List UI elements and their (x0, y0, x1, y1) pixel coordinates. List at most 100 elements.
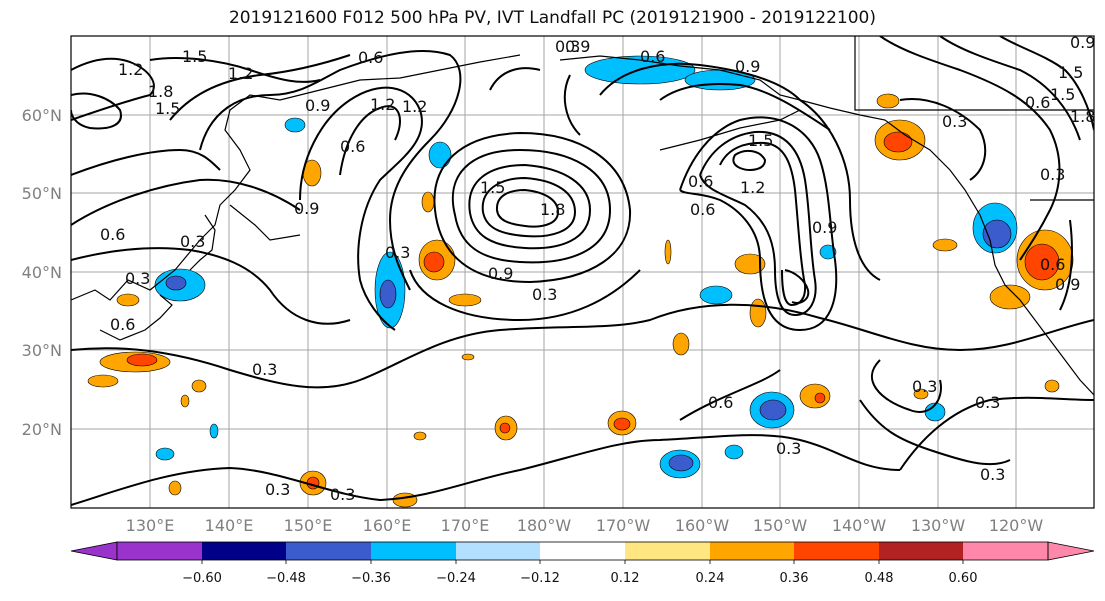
shade-positive (749, 298, 767, 328)
colorbar-bin (202, 542, 286, 560)
lon-label: 140°W (832, 516, 887, 535)
lat-label: 30°N (22, 341, 62, 360)
colorbar-bin (540, 542, 625, 560)
shade-negative (155, 447, 175, 461)
contour-label: 1.5 (480, 178, 505, 197)
lon-label: 180°W (517, 516, 572, 535)
contour-label: 0.3 (180, 232, 205, 251)
shade-negative (699, 285, 733, 305)
shade-positive (913, 388, 929, 400)
colorbar-ticks (201, 560, 964, 564)
contour-label: 0.3 (252, 360, 277, 379)
colorbar-tick-label: −0.24 (436, 571, 476, 586)
shade-positive (1024, 243, 1060, 281)
contour-label: 0.9 (735, 57, 760, 76)
lon-labels: 130°E 140°E 150°E 160°E 170°E 180°W 170°… (126, 516, 1044, 535)
contour-label: 0.6 (340, 137, 365, 156)
colorbar-frame (116, 541, 1049, 561)
shade-positive (883, 131, 913, 153)
shade-positive (126, 353, 158, 367)
shade-positive (814, 392, 826, 404)
shade-positive (461, 353, 475, 361)
contour-label: 0.3 (912, 377, 937, 396)
colorbar-bin (456, 542, 540, 560)
colorbar-bin (117, 542, 202, 560)
lon-label: 150°E (284, 516, 333, 535)
contour-label: 1.5 (748, 131, 773, 150)
colorbar-bin (625, 542, 710, 560)
colorbar-bin (710, 542, 794, 560)
contour-label: 0.3 (942, 112, 967, 131)
colorbar-bin (371, 542, 456, 560)
shade-positive (421, 191, 435, 213)
shade-negative (379, 279, 397, 309)
contour-label: 1.2 (740, 178, 765, 197)
lon-label: 120°W (989, 516, 1044, 535)
shade-positive (392, 492, 418, 508)
contour-label: 0.6 (690, 200, 715, 219)
contour-label: 1.2 (118, 60, 143, 79)
contour-label: 1.2 (228, 64, 253, 83)
lon-label: 140°E (205, 516, 254, 535)
lon-label: 130°E (126, 516, 175, 535)
shade-positive (672, 332, 690, 356)
contour-label: 0.6 (100, 225, 125, 244)
shade-positive (734, 253, 766, 275)
contour-label: 1.8 (1070, 107, 1095, 126)
colorbar-tick-label: −0.36 (351, 571, 391, 586)
colorbar-tick-label: 0.60 (949, 571, 978, 586)
colorbar-extend-high (1047, 541, 1095, 561)
colorbar-tick-label: −0.12 (520, 571, 560, 586)
shade-positive (448, 293, 482, 307)
shade-positive (1044, 379, 1060, 393)
contour-label: 0.6 (708, 393, 733, 412)
contour-label: 0.3 (532, 285, 557, 304)
contour-label: 1.2 (370, 95, 395, 114)
colorbar-tick-label: 0.24 (696, 571, 725, 586)
lat-label: 50°N (22, 184, 62, 203)
lon-label: 150°W (753, 516, 808, 535)
shade-negative (724, 444, 744, 460)
contour-label: 0.9 (1070, 33, 1095, 52)
shade-negative (209, 423, 219, 439)
map-frame (70, 35, 1095, 509)
colorbar-extend-low (70, 541, 118, 561)
contour-labels: 1.2 1.5 0.6 1.2 1.8 1.5 0.9 0.6 0.9 0.3 … (100, 33, 1095, 504)
shade-positive (87, 374, 119, 388)
contour-label: 0.3 (776, 439, 801, 458)
colorbar-bin (794, 542, 879, 560)
contour-label: 0.6 (110, 315, 135, 334)
contour-label: 0.9 (1055, 275, 1080, 294)
shade-positive (180, 394, 190, 408)
contour-label: 1.5 (1050, 85, 1075, 104)
contour-label: 0.9 (488, 264, 513, 283)
shade-positive (168, 480, 182, 496)
contour-label: 0.6 (358, 48, 383, 67)
contour-label: 1.2 (402, 97, 427, 116)
contour-label: 0.3 (1040, 165, 1065, 184)
lat-label: 40°N (22, 263, 62, 282)
colorbar-tick-label: 0.36 (780, 571, 809, 586)
map-title: 2019121600 F012 500 hPa PV, IVT Landfall… (228, 8, 876, 28)
shade-positive (191, 379, 207, 393)
shade-positive (932, 238, 958, 252)
contour-label: 0.9 (305, 96, 330, 115)
colorbar-tick-label: 0.48 (865, 571, 894, 586)
contour-label: 0.6 (1040, 255, 1065, 274)
colorbar: −0.60 −0.48 −0.36 −0.24 −0.12 0.12 0.24 … (70, 541, 1095, 586)
contour-label: 1.5 (182, 47, 207, 66)
shade-negative (428, 141, 452, 169)
shade-negative (165, 275, 187, 291)
coastlines (71, 36, 1094, 396)
contour-label: 0.9 (294, 199, 319, 218)
contour-label: 1.5 (1058, 63, 1083, 82)
contour-label: 0.3 (385, 243, 410, 262)
contour-label: 0.9 (565, 37, 590, 56)
contour-label: 0.3 (330, 485, 355, 504)
lon-label: 160°E (363, 516, 412, 535)
lat-label: 60°N (22, 106, 62, 125)
contour-label: 0.6 (640, 47, 665, 66)
lon-label: 170°W (596, 516, 651, 535)
contour-label: 0.3 (125, 269, 150, 288)
